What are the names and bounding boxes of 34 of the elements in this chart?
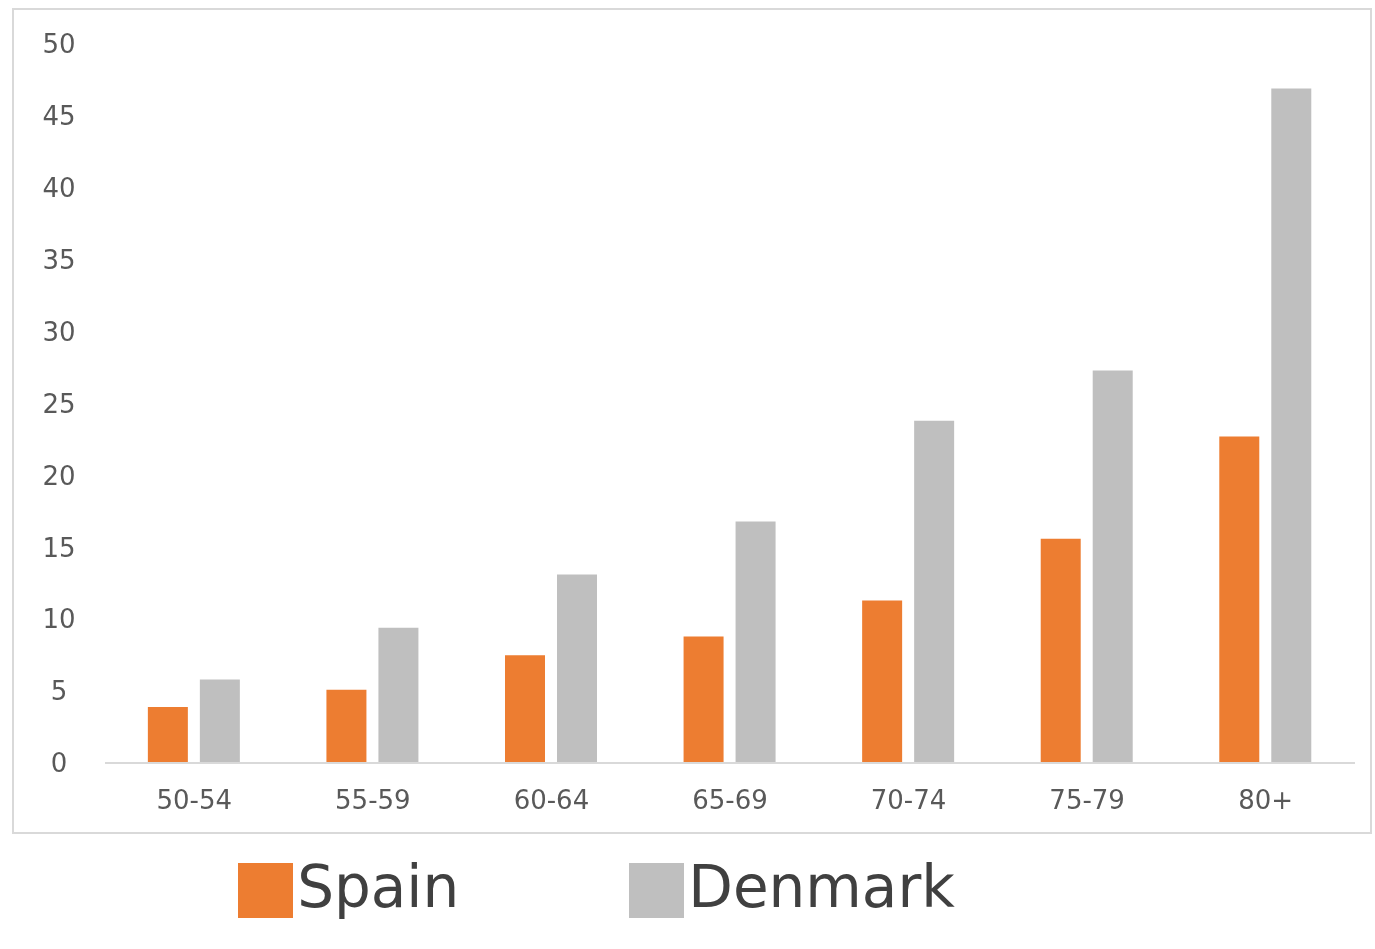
bar: [735, 521, 776, 763]
legend-label: Denmark: [688, 853, 955, 921]
bar: [378, 627, 419, 763]
bar: [326, 689, 367, 763]
bar: [1271, 88, 1312, 763]
y-tick-label: 30: [42, 316, 76, 347]
bar: [147, 706, 188, 763]
bar: [199, 679, 240, 763]
y-tick-label: 20: [42, 460, 76, 491]
bar: [862, 600, 903, 763]
x-tick-label: 55-59: [335, 785, 411, 816]
y-tick-label: 0: [50, 748, 68, 779]
x-tick-label: 65-69: [692, 785, 768, 816]
y-tick-label: 25: [42, 388, 76, 419]
bar: [1040, 538, 1081, 763]
bar: [505, 655, 545, 763]
x-tick-label: 75-79: [1049, 785, 1125, 816]
bar: [914, 420, 955, 763]
x-tick-label: 60-64: [513, 785, 590, 816]
x-tick-label: 80+: [1238, 785, 1294, 816]
bar: [1092, 370, 1133, 763]
x-tick-label: 70-74: [870, 785, 947, 816]
y-tick-label: 15: [42, 532, 76, 563]
y-tick-label: 35: [42, 244, 76, 275]
x-tick-label: 50-54: [156, 785, 233, 816]
y-tick-label: 10: [42, 604, 76, 635]
bar: [557, 574, 597, 763]
y-tick-label: 45: [42, 101, 76, 132]
y-tick-label: 50: [42, 29, 76, 60]
bar: [683, 636, 724, 763]
bar: [1219, 436, 1260, 763]
y-tick-label: 5: [50, 676, 68, 707]
legend-label: Spain: [297, 853, 460, 921]
y-tick-label: 40: [42, 173, 76, 204]
